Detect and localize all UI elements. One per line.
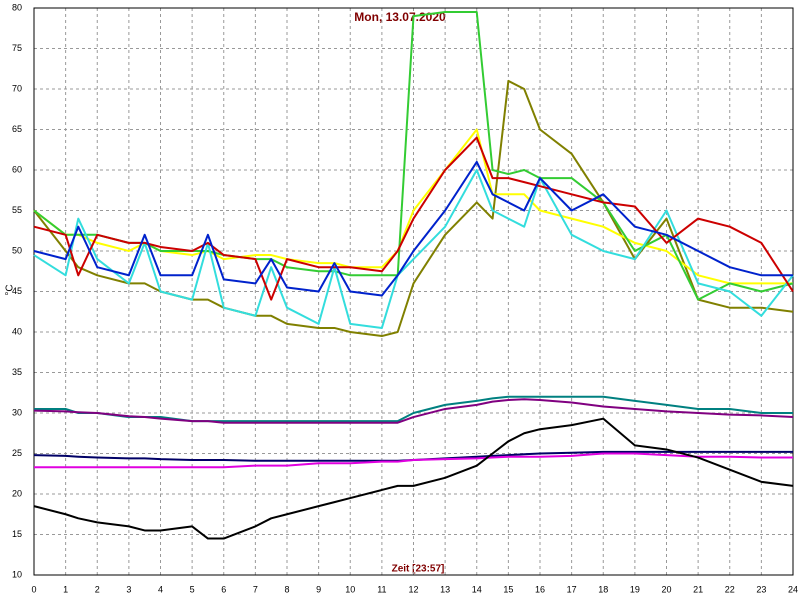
y-tick-label: 35 — [12, 367, 22, 377]
y-tick-label: 15 — [12, 529, 22, 539]
series-line — [33, 417, 794, 540]
series-line — [33, 398, 794, 424]
x-tick-label: 6 — [221, 584, 226, 594]
y-tick-label: 20 — [12, 488, 22, 498]
x-tick-label: 12 — [408, 584, 418, 594]
x-tick-label: 16 — [535, 584, 545, 594]
x-axis-label: Zeit [23:57] — [392, 564, 445, 575]
x-tick-label: 18 — [598, 584, 608, 594]
y-tick-label: 60 — [12, 164, 22, 174]
x-tick-label: 7 — [253, 584, 258, 594]
y-axis-label: °C — [5, 284, 16, 295]
x-tick-label: 14 — [472, 584, 482, 594]
x-tick-label: 9 — [316, 584, 321, 594]
y-tick-label: 40 — [12, 326, 22, 336]
series-line — [34, 452, 793, 469]
chart-title: Mon, 13.07.2020 — [354, 10, 446, 24]
x-tick-label: 0 — [31, 584, 36, 594]
x-tick-label: 5 — [190, 584, 195, 594]
x-tick-label: 19 — [630, 584, 640, 594]
x-tick-label: 21 — [693, 584, 703, 594]
y-tick-label: 45 — [12, 286, 22, 296]
y-tick-label: 55 — [12, 205, 22, 215]
y-tick-label: 70 — [12, 83, 22, 93]
series-line — [33, 160, 793, 297]
y-tick-label: 65 — [12, 124, 22, 134]
series-line — [33, 169, 794, 329]
x-tick-label: 11 — [377, 584, 386, 594]
x-tick-label: 24 — [788, 584, 798, 594]
x-tick-label: 4 — [158, 584, 163, 594]
y-tick-label: 10 — [12, 569, 22, 579]
x-tick-label: 15 — [503, 584, 513, 594]
x-tick-label: 23 — [756, 584, 766, 594]
y-tick-label: 50 — [12, 245, 22, 255]
y-tick-label: 75 — [12, 43, 22, 53]
x-tick-label: 20 — [661, 584, 671, 594]
x-tick-label: 8 — [284, 584, 289, 594]
x-tick-label: 2 — [95, 584, 100, 594]
x-tick-label: 13 — [440, 584, 450, 594]
y-tick-label: 25 — [12, 448, 22, 458]
x-tick-label: 17 — [567, 584, 577, 594]
y-tick-label: 80 — [12, 2, 22, 12]
series-line — [33, 79, 794, 338]
x-tick-label: 22 — [725, 584, 735, 594]
x-tick-label: 3 — [126, 584, 131, 594]
y-tick-label: 30 — [12, 407, 22, 417]
series-line — [33, 136, 794, 301]
x-tick-label: 1 — [63, 584, 68, 594]
x-tick-label: 10 — [345, 584, 355, 594]
